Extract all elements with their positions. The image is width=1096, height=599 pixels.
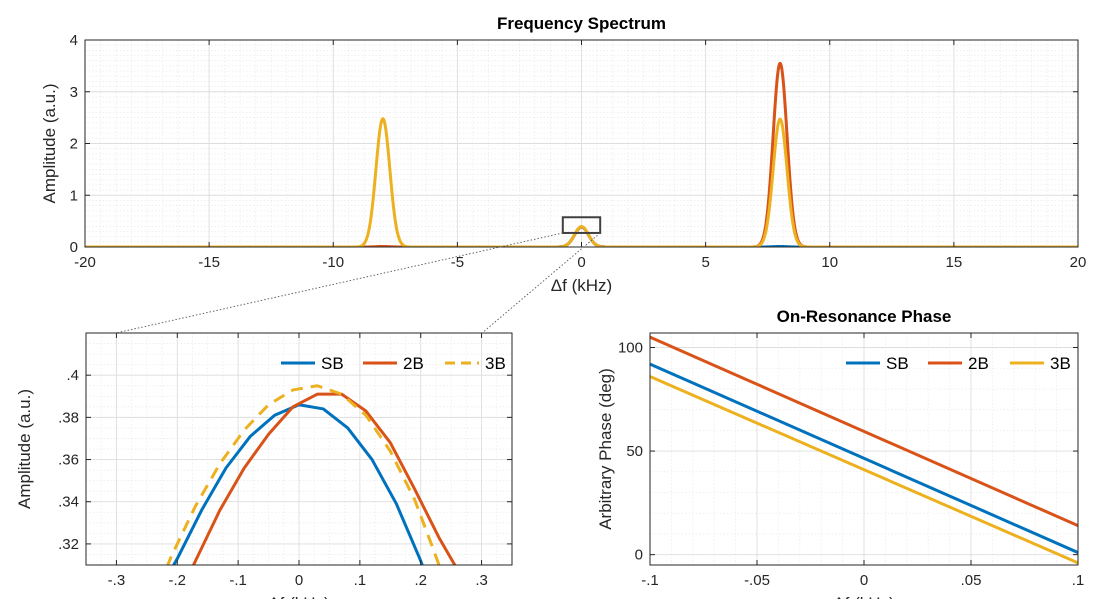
- phase-xtick-label: .1: [1072, 572, 1085, 589]
- zoom-legend-label-2b: 2B: [403, 354, 424, 373]
- phase-panel: -.1 -.05 0 .05 .1 0 50 100 On-Resonance Phase Δf …: [596, 307, 1084, 599]
- zoom-legend-label-sb: SB: [321, 354, 344, 373]
- zoom-xtick-label: 0: [295, 572, 303, 589]
- phase-series-2b-line: [650, 335, 1078, 528]
- phase-legend-label-sb: SB: [886, 354, 909, 373]
- zoom-xtick-label: -.2: [169, 572, 187, 589]
- zoom-legend: SB 2B 3B: [281, 354, 506, 373]
- spectrum-ytick-label: 3: [70, 84, 78, 101]
- phase-xtick-label: -.05: [744, 572, 770, 589]
- spectrum-ytick-label: 1: [70, 187, 78, 204]
- phase-legend: SB 2B 3B: [846, 354, 1071, 373]
- spectrum-ytick-label: 2: [70, 136, 78, 153]
- zoom-ytick-label: .32: [58, 536, 79, 553]
- phase-legend-label-3b: 3B: [1050, 354, 1071, 373]
- phase-legend-label-2b: 2B: [968, 354, 989, 373]
- zoom-connector-lines: [115, 216, 602, 334]
- spectrum-ytick-label: 0: [70, 239, 78, 256]
- zoom-ytick-label: .38: [58, 409, 79, 426]
- zoom-series-group: [166, 384, 457, 565]
- spectrum-panel: -20 -15 -10 -5 0 5 10 15 20 0 1 2 3 4 Frequency Spectr…: [40, 14, 1086, 295]
- spectrum-series-3b-line: [85, 117, 1078, 247]
- spectrum-xtick-label: 5: [701, 254, 709, 271]
- spectrum-xtick-label: -15: [198, 254, 220, 271]
- zoom-connector-left: [115, 232, 563, 334]
- spectrum-xtick-label: -20: [74, 254, 96, 271]
- zoom-ytick-label: .34: [58, 494, 79, 511]
- zoom-y-axis-label: Amplitude (a.u.): [15, 389, 34, 509]
- phase-ytick-label: 100: [618, 340, 643, 357]
- phase-series-3b-line: [650, 375, 1078, 565]
- zoom-xtick-label: .2: [414, 572, 427, 589]
- zoom-xtick-label: -.3: [108, 572, 126, 589]
- spectrum-x-axis-label: Δf (kHz): [551, 276, 612, 295]
- spectrum-series-group: [85, 61, 1078, 247]
- spectrum-xtick-label: 15: [946, 254, 963, 271]
- zoom-ytick-label: .4: [66, 367, 79, 384]
- zoom-xtick-label: .1: [354, 572, 367, 589]
- phase-xtick-label: 0: [860, 572, 868, 589]
- zoom-xtick-label: -.1: [229, 572, 247, 589]
- spectrum-xtick-label: -5: [451, 254, 464, 271]
- spectrum-xtick-label: -10: [322, 254, 344, 271]
- zoom-legend-label-3b: 3B: [485, 354, 506, 373]
- phase-ytick-label: 50: [626, 443, 643, 460]
- zoom-ytick-label: .36: [58, 452, 79, 469]
- phase-series-group: [650, 335, 1078, 565]
- spectrum-xtick-label: 20: [1070, 254, 1087, 271]
- spectrum-chart-title: Frequency Spectrum: [497, 14, 666, 33]
- zoom-x-axis-label: Δf (kHz): [268, 594, 329, 599]
- zoom-xtick-label: .3: [475, 572, 488, 589]
- phase-x-axis-label: Δf (kHz): [833, 594, 894, 599]
- zoom-panel: -.3 -.2 -.1 0 .1 .2 .3 .32 .34 .36 .38 .4 Δf (kHz) Am…: [15, 332, 513, 599]
- spectrum-xtick-label: 10: [821, 254, 838, 271]
- phase-ytick-label: 0: [635, 547, 643, 564]
- phase-series-sb-line: [650, 362, 1078, 554]
- spectrum-xtick-label: 0: [577, 254, 585, 271]
- phase-xtick-label: -.1: [641, 572, 659, 589]
- zoom-connector-right: [481, 232, 601, 334]
- inset-marker-box: [561, 216, 602, 234]
- zoom-series-2b-line: [191, 392, 457, 565]
- phase-chart-title: On-Resonance Phase: [777, 307, 952, 326]
- phase-xtick-label: .05: [961, 572, 982, 589]
- spectrum-y-axis-label: Amplitude (a.u.): [40, 84, 59, 204]
- phase-y-axis-label: Arbitrary Phase (deg): [596, 368, 615, 530]
- spectrum-ytick-label: 4: [70, 32, 78, 49]
